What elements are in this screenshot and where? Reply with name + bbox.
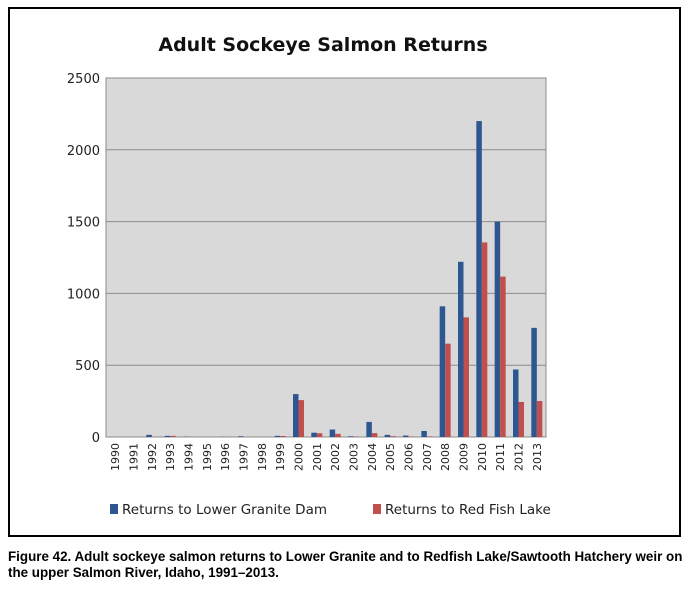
bar <box>403 435 409 437</box>
x-tick-label: 1990 <box>109 443 122 471</box>
x-tick-label: 2004 <box>366 443 379 471</box>
bar <box>390 436 396 437</box>
bar <box>458 261 464 437</box>
legend-swatch <box>110 504 118 514</box>
bar <box>531 327 537 437</box>
bar <box>274 435 281 437</box>
x-tick-label: 2012 <box>513 443 526 471</box>
x-tick-label: 2000 <box>293 443 306 471</box>
x-tick-label: 1998 <box>256 443 269 471</box>
bar <box>463 317 469 437</box>
x-tick-label: 2003 <box>348 443 361 471</box>
chart: Adult Sockeye Salmon Returns 0 500 1000 1500… <box>67 34 551 518</box>
bar <box>494 221 501 437</box>
bar <box>439 306 446 437</box>
x-tick-label: 1994 <box>183 443 196 471</box>
bar <box>170 435 176 437</box>
figure-frame: Adult Sockeye Salmon Returns 0 500 1000 1500… <box>8 7 681 537</box>
bar <box>421 430 427 437</box>
y-tick-label: 2000 <box>67 144 100 159</box>
x-tick-label: 2006 <box>403 443 416 471</box>
bar <box>518 401 524 437</box>
x-tick-label: 2002 <box>329 443 342 471</box>
bar <box>298 400 304 437</box>
x-tick-label: 2013 <box>531 443 544 471</box>
x-tick-label: 1992 <box>146 443 159 471</box>
x-tick-label: 1997 <box>238 443 251 471</box>
x-tick-label: 1991 <box>128 443 141 471</box>
bar <box>500 276 506 437</box>
x-tick-label: 2011 <box>494 443 507 471</box>
x-tick-label: 2001 <box>311 443 324 471</box>
bar <box>311 432 317 437</box>
bar <box>164 435 171 437</box>
bar <box>280 435 286 437</box>
x-tick-label: 2008 <box>439 443 452 471</box>
legend-label: Returns to Red Fish Lake <box>385 502 551 518</box>
bar <box>146 434 152 437</box>
plot-area <box>105 77 547 438</box>
bar <box>293 394 299 437</box>
chart-title: Adult Sockeye Salmon Returns <box>158 34 487 56</box>
x-tick-label: 2007 <box>421 443 434 471</box>
x-tick-label: 2005 <box>384 443 397 471</box>
bar <box>536 400 543 437</box>
y-tick-label: 0 <box>92 431 100 446</box>
y-tick-label: 500 <box>75 359 100 374</box>
bar <box>366 421 372 437</box>
bar <box>445 343 451 437</box>
legend-label: Returns to Lower Granite Dam <box>122 502 327 518</box>
bar <box>238 436 244 437</box>
x-tick-label: 1996 <box>219 443 232 471</box>
bar <box>329 429 336 437</box>
x-tick-label: 2009 <box>458 443 471 471</box>
legend-swatch <box>373 504 381 514</box>
bar <box>481 242 488 437</box>
bar <box>335 433 341 437</box>
figure-caption: Figure 42. Adult sockeye salmon returns … <box>8 549 683 580</box>
y-tick-label: 1500 <box>67 216 100 231</box>
bar <box>316 433 323 437</box>
x-tick-label: 2010 <box>476 443 489 471</box>
bar <box>384 434 391 437</box>
x-tick-label: 1999 <box>274 443 287 471</box>
y-tick-label: 2500 <box>67 72 100 87</box>
y-tick-label: 1000 <box>67 287 100 302</box>
bar <box>513 369 519 437</box>
bar <box>476 121 482 437</box>
x-tick-label: 1995 <box>201 443 214 471</box>
bar <box>426 436 433 437</box>
x-tick-label: 1993 <box>164 443 177 471</box>
bar <box>348 436 354 437</box>
bar <box>371 433 378 437</box>
